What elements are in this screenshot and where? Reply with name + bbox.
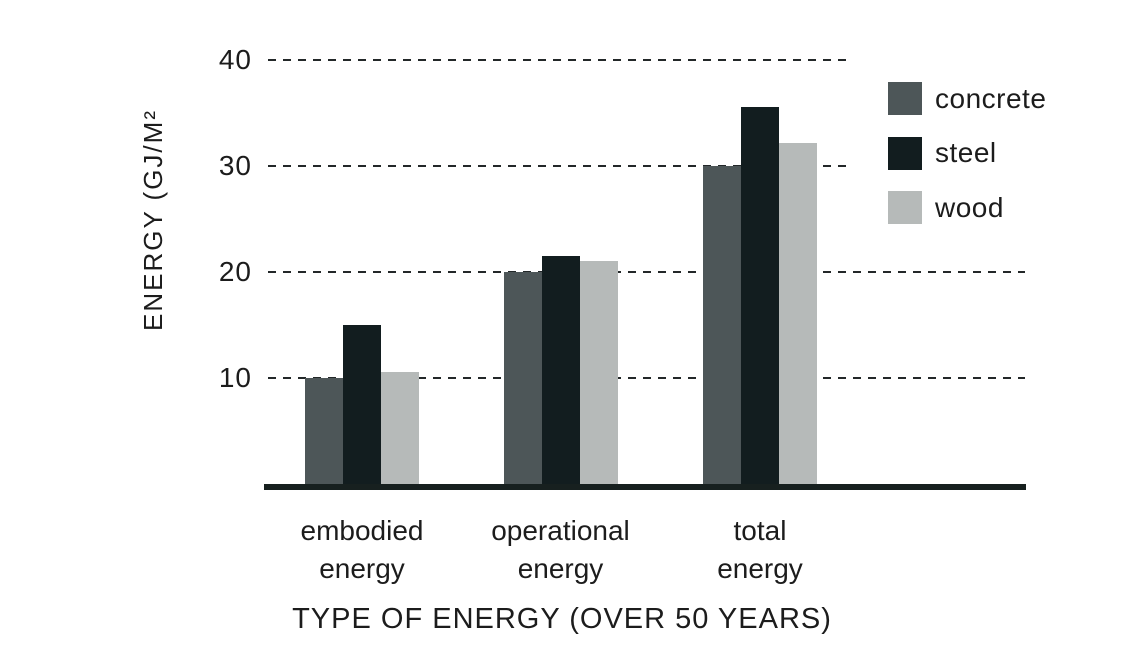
legend-label-steel: steel [935, 137, 997, 168]
category-label-operational: operational energy [421, 512, 701, 588]
x-axis-title: TYPE OF ENERGY (OVER 50 YEARS) [292, 603, 832, 635]
category-label-line2: energy [517, 553, 604, 584]
y-tick-label-20: 20 [218, 256, 252, 287]
category-label-embodied: embodied energy [222, 512, 502, 588]
legend-swatch-wood [888, 191, 922, 224]
y-tick-label-10: 10 [218, 362, 252, 393]
bar-operational-wood [579, 261, 618, 488]
bar-operational-concrete [503, 272, 542, 488]
bar-total-wood [779, 142, 817, 488]
gridline-30 [268, 165, 852, 167]
legend-label-concrete: concrete [935, 82, 1047, 114]
legend-swatch-concrete [888, 82, 922, 115]
category-label-line2: energy [319, 553, 405, 584]
gridline-40 [268, 59, 852, 61]
legend-label-wood: wood [935, 191, 1004, 223]
category-label-line2: energy [717, 553, 803, 584]
bar-embodied-steel [343, 325, 381, 488]
bar-embodied-wood [381, 371, 419, 488]
gridline-10 [268, 377, 1025, 379]
bar-total-concrete [703, 166, 741, 488]
gridline-20 [268, 271, 1025, 273]
bar-operational-steel [541, 256, 580, 488]
y-tick-label-30: 30 [218, 150, 252, 181]
bar-embodied-concrete [305, 378, 343, 488]
category-label-total: total energy [620, 512, 900, 588]
legend-swatch-steel [888, 136, 922, 170]
category-label-line1: total [733, 515, 787, 546]
y-tick-label-40: 40 [218, 44, 252, 75]
x-axis-line [264, 484, 1026, 490]
category-label-line1: operational [491, 515, 630, 546]
category-label-line1: embodied [300, 515, 424, 546]
y-axis-title: ENERGY (GJ/M² [138, 109, 168, 331]
bar-total-steel [741, 106, 779, 488]
